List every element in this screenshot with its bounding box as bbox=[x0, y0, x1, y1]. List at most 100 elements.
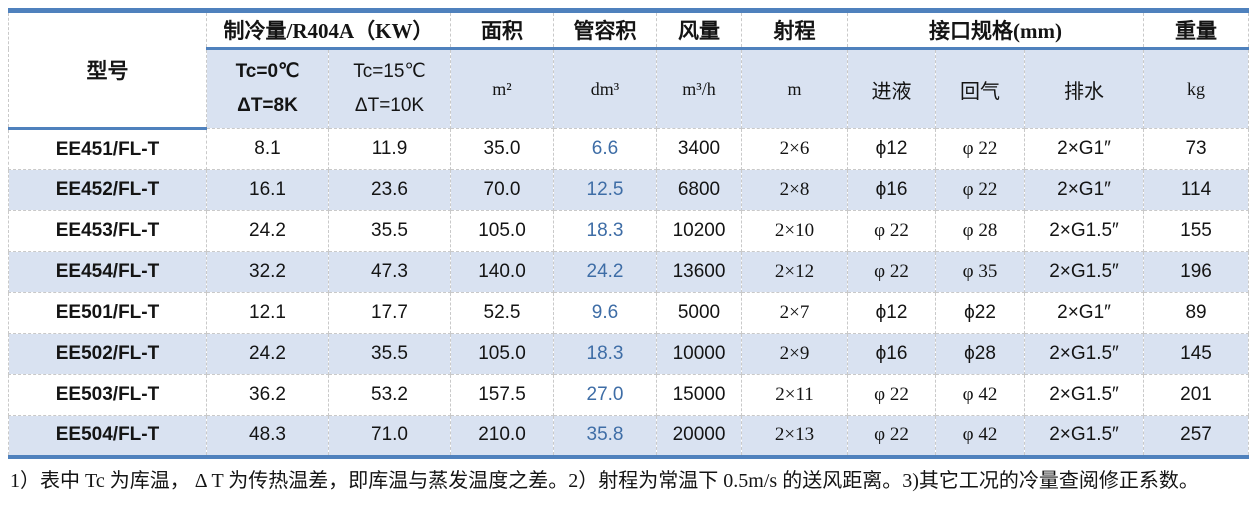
cell-area: 105.0 bbox=[450, 333, 554, 375]
cell-throw: 2×10 bbox=[741, 210, 848, 252]
cell-tc15: 35.5 bbox=[328, 333, 451, 375]
cell-drain: 2×G1″ bbox=[1023, 292, 1145, 334]
cell-throw: 2×6 bbox=[741, 128, 848, 170]
cell-gas: φ 28 bbox=[935, 210, 1025, 252]
col-header-throw: 射程 bbox=[741, 10, 848, 50]
cell-model: EE451/FL-T bbox=[8, 128, 207, 170]
cell-area: 105.0 bbox=[450, 210, 554, 252]
cell-airflow: 5000 bbox=[656, 292, 742, 334]
cell-tc15: 23.6 bbox=[328, 169, 451, 211]
cell-drain: 2×G1.5″ bbox=[1023, 333, 1145, 375]
cell-weight: 89 bbox=[1143, 292, 1250, 334]
cell-airflow: 13600 bbox=[656, 251, 742, 293]
cell-volume: 24.2 bbox=[553, 251, 657, 293]
cell-throw: 2×12 bbox=[741, 251, 848, 293]
cell-weight: 145 bbox=[1143, 333, 1250, 375]
cell-tc0: 24.2 bbox=[206, 333, 329, 375]
col-subheader-gas: 回气 bbox=[935, 48, 1025, 129]
cell-airflow: 3400 bbox=[656, 128, 742, 170]
cell-volume: 12.5 bbox=[553, 169, 657, 211]
tc15-condition-line2: ΔT=10K bbox=[354, 95, 425, 116]
cell-tc15: 53.2 bbox=[328, 374, 451, 416]
cell-tc0: 8.1 bbox=[206, 128, 329, 170]
cell-airflow: 10200 bbox=[656, 210, 742, 252]
cell-weight: 73 bbox=[1143, 128, 1250, 170]
cell-liquid: ϕ16 bbox=[847, 333, 936, 375]
cell-model: EE504/FL-T bbox=[8, 415, 207, 457]
cell-throw: 2×7 bbox=[741, 292, 848, 334]
cell-throw: 2×13 bbox=[741, 415, 848, 457]
header-row-1: 型号 制冷量/R404A（KW） 面积 管容积 风量 射程 接口规格(mm) 重… bbox=[8, 10, 1250, 130]
spec-sheet-page: 型号 制冷量/R404A（KW） 面积 管容积 风量 射程 接口规格(mm) 重… bbox=[8, 8, 1250, 492]
cell-tc15: 71.0 bbox=[328, 415, 451, 457]
header-row-2: Tc=0℃ ΔT=8K Tc=15℃ ΔT=10K m² dm³ m³/h m … bbox=[9, 48, 1250, 129]
col-header-model: 型号 bbox=[8, 10, 207, 130]
cell-weight: 114 bbox=[1143, 169, 1250, 211]
table-row: EE502/FL-T 24.2 35.5 105.0 18.3 10000 2×9 ϕ16 ϕ2… bbox=[8, 333, 1250, 375]
cell-area: 52.5 bbox=[450, 292, 554, 334]
cell-tc0: 12.1 bbox=[206, 292, 329, 334]
cell-gas: φ 22 bbox=[935, 128, 1025, 170]
cell-area: 157.5 bbox=[450, 374, 554, 416]
airflow-unit: m³/h bbox=[656, 48, 742, 129]
cell-weight: 257 bbox=[1143, 415, 1250, 457]
cell-weight: 201 bbox=[1143, 374, 1250, 416]
cell-model: EE453/FL-T bbox=[8, 210, 207, 252]
weight-unit: kg bbox=[1143, 48, 1250, 129]
table-row: EE504/FL-T 48.3 71.0 210.0 35.8 20000 2×13 φ 22… bbox=[8, 415, 1250, 457]
table-header: 型号 制冷量/R404A（KW） 面积 管容积 风量 射程 接口规格(mm) 重… bbox=[8, 10, 1250, 130]
throw-unit: m bbox=[741, 48, 848, 129]
cell-airflow: 6800 bbox=[656, 169, 742, 211]
cell-weight: 155 bbox=[1143, 210, 1250, 252]
cell-volume: 6.6 bbox=[553, 128, 657, 170]
cell-airflow: 10000 bbox=[656, 333, 742, 375]
cell-liquid: ϕ12 bbox=[847, 292, 936, 334]
cell-drain: 2×G1.5″ bbox=[1023, 415, 1145, 457]
table-row: EE452/FL-T 16.1 23.6 70.0 12.5 6800 2×8 ϕ16 φ 22… bbox=[8, 169, 1250, 211]
cell-model: EE452/FL-T bbox=[8, 169, 207, 211]
cell-drain: 2×G1″ bbox=[1023, 169, 1145, 211]
cell-model: EE501/FL-T bbox=[8, 292, 207, 334]
cell-area: 35.0 bbox=[450, 128, 554, 170]
table-row: EE503/FL-T 36.2 53.2 157.5 27.0 15000 2×11 φ 22… bbox=[8, 374, 1250, 416]
cell-model: EE502/FL-T bbox=[8, 333, 207, 375]
cell-throw: 2×11 bbox=[741, 374, 848, 416]
cell-tc0: 36.2 bbox=[206, 374, 329, 416]
cell-volume: 35.8 bbox=[553, 415, 657, 457]
cell-liquid: φ 22 bbox=[847, 374, 936, 416]
volume-unit: dm³ bbox=[553, 48, 657, 129]
table-row: EE453/FL-T 24.2 35.5 105.0 18.3 10200 2×10 φ 22… bbox=[8, 210, 1250, 252]
col-header-weight: 重量 bbox=[1143, 10, 1250, 50]
cell-tc15: 35.5 bbox=[328, 210, 451, 252]
cell-volume: 18.3 bbox=[553, 333, 657, 375]
cell-throw: 2×9 bbox=[741, 333, 848, 375]
cell-area: 140.0 bbox=[450, 251, 554, 293]
cell-tc15: 17.7 bbox=[328, 292, 451, 334]
col-subheader-tc15: Tc=15℃ ΔT=10K bbox=[328, 48, 451, 129]
cell-model: EE503/FL-T bbox=[8, 374, 207, 416]
cell-liquid: φ 22 bbox=[847, 210, 936, 252]
cell-drain: 2×G1.5″ bbox=[1023, 210, 1145, 252]
table-row: EE451/FL-T 8.1 11.9 35.0 6.6 3400 2×6 ϕ12 φ 22 2×… bbox=[8, 128, 1250, 170]
cell-gas: ϕ22 bbox=[935, 292, 1025, 334]
cell-airflow: 15000 bbox=[656, 374, 742, 416]
cell-airflow: 20000 bbox=[656, 415, 742, 457]
cell-tc0: 48.3 bbox=[206, 415, 329, 457]
col-subheader-drain: 排水 bbox=[1023, 48, 1145, 129]
cell-liquid: φ 22 bbox=[847, 415, 936, 457]
cell-liquid: φ 22 bbox=[847, 251, 936, 293]
cell-gas: φ 35 bbox=[935, 251, 1025, 293]
cell-liquid: ϕ16 bbox=[847, 169, 936, 211]
cell-tc15: 11.9 bbox=[328, 128, 451, 170]
cell-area: 70.0 bbox=[450, 169, 554, 211]
cell-volume: 18.3 bbox=[553, 210, 657, 252]
col-subheader-tc0: Tc=0℃ ΔT=8K bbox=[206, 48, 329, 129]
tc0-condition-line1: Tc=0℃ bbox=[235, 61, 300, 82]
col-header-interface-group: 接口规格(mm) bbox=[846, 10, 1145, 50]
cell-weight: 196 bbox=[1143, 251, 1250, 293]
col-header-volume: 管容积 bbox=[553, 10, 657, 50]
col-header-area: 面积 bbox=[450, 10, 554, 50]
cell-tc0: 16.1 bbox=[206, 169, 329, 211]
cell-throw: 2×8 bbox=[741, 169, 848, 211]
spec-table: 型号 制冷量/R404A（KW） 面积 管容积 风量 射程 接口规格(mm) 重… bbox=[8, 8, 1250, 459]
